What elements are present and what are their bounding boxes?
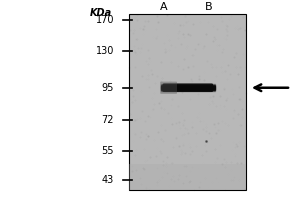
Bar bbox=[129, 164, 246, 190]
FancyBboxPatch shape bbox=[163, 83, 213, 92]
Text: B: B bbox=[205, 2, 212, 12]
Bar bbox=[129, 14, 246, 190]
Text: A: A bbox=[160, 2, 168, 12]
Text: 72: 72 bbox=[101, 115, 114, 125]
FancyBboxPatch shape bbox=[160, 82, 177, 94]
Text: KDa: KDa bbox=[90, 8, 112, 18]
Text: 130: 130 bbox=[96, 46, 114, 56]
Text: 170: 170 bbox=[95, 15, 114, 25]
Text: 95: 95 bbox=[102, 83, 114, 93]
Text: 55: 55 bbox=[101, 146, 114, 156]
Text: 43: 43 bbox=[102, 175, 114, 185]
